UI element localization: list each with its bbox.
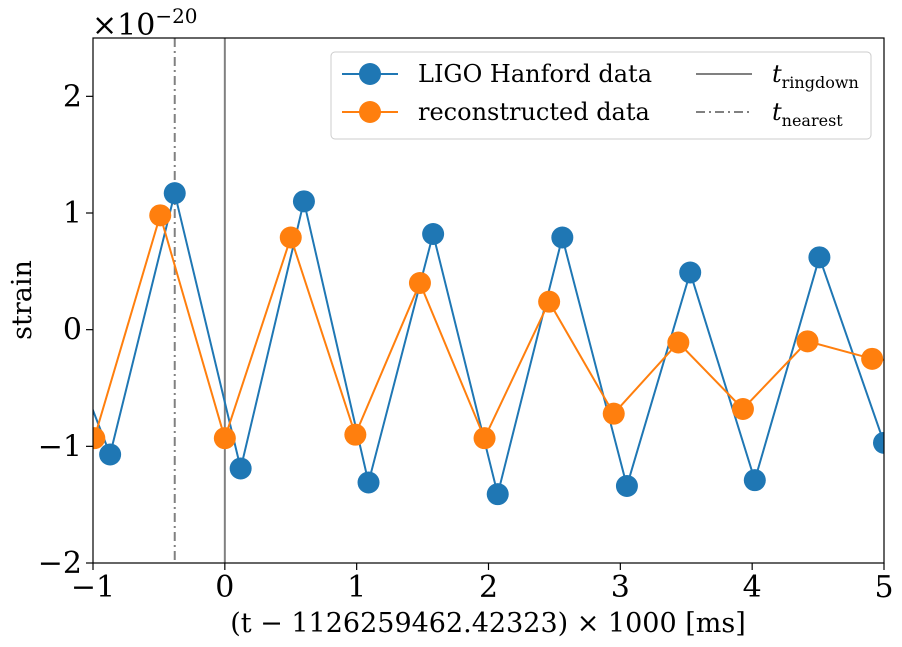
y-tick-label-4: 2 xyxy=(63,79,82,114)
series-0-point-7 xyxy=(486,483,509,506)
legend-reconstructed-marker xyxy=(359,101,381,123)
series-1-point-10 xyxy=(731,398,754,420)
series-1-point-8 xyxy=(602,402,625,425)
series-0-point-0 xyxy=(37,284,59,306)
series-1-line xyxy=(93,211,884,442)
vertical-lines xyxy=(173,38,226,563)
legend-hanford-label: LIGO Hanford data xyxy=(418,60,652,88)
series-1-point-12 xyxy=(861,347,884,370)
series-0-point-9 xyxy=(615,475,638,497)
series-0-point-2 xyxy=(163,182,186,205)
series-0-line xyxy=(93,192,884,495)
x-tick-label-5: 4 xyxy=(743,570,762,605)
legend-nearest-main: t xyxy=(772,98,782,126)
x-tick-label-2: 1 xyxy=(347,570,366,605)
series-1-point-2 xyxy=(213,427,236,450)
series-1-point-1 xyxy=(149,204,172,227)
series-0-point-1 xyxy=(99,443,122,466)
legend: LIGO Hanford data reconstructed data tri… xyxy=(330,51,872,140)
series-1-point-0 xyxy=(93,427,106,450)
y-axis-label: strain xyxy=(7,260,38,340)
series-1-point-5 xyxy=(408,272,431,294)
x-tick-label-4: 3 xyxy=(611,570,630,605)
series-0-point-8 xyxy=(551,226,574,249)
x-axis: −1 0 1 2 3 4 5 xyxy=(71,563,894,605)
series-1-point-9 xyxy=(667,331,690,354)
y-tick-label-1: −1 xyxy=(38,429,82,464)
y-multiplier-exponent: −20 xyxy=(155,4,197,28)
legend-ringdown-main: t xyxy=(772,60,782,88)
legend-ringdown-label: tringdown xyxy=(772,60,859,92)
series-1-point-6 xyxy=(473,427,496,450)
x-tick-label-1: 0 xyxy=(215,570,234,605)
series-0-point-3 xyxy=(229,457,252,480)
x-tick-label-6: 5 xyxy=(874,570,893,605)
legend-ringdown-sub: ringdown xyxy=(782,73,859,92)
series-0-point-6 xyxy=(422,223,445,245)
series-0-point-5 xyxy=(357,471,380,494)
series-1-point-4 xyxy=(344,423,367,446)
series-0-point-12 xyxy=(808,246,831,269)
legend-hanford-marker xyxy=(359,63,381,85)
series-0-point-11 xyxy=(743,469,766,492)
series-1-point-7 xyxy=(538,290,561,313)
y-multiplier-base: ×10 xyxy=(92,8,155,43)
series-1-point-11 xyxy=(796,330,819,353)
y-tick-label-2: 0 xyxy=(63,313,82,348)
legend-nearest-sub: nearest xyxy=(782,111,844,130)
series-0-point-4 xyxy=(292,190,315,213)
legend-reconstructed-label: reconstructed data xyxy=(418,98,650,126)
y-multiplier: ×10−20 xyxy=(92,4,198,43)
y-axis: −2 −1 0 1 2 xyxy=(38,79,93,581)
y-tick-label-3: 1 xyxy=(63,196,82,231)
series-0-point-10 xyxy=(679,261,702,284)
x-tick-label-0: −1 xyxy=(71,570,115,605)
y-tick-label-0: −2 xyxy=(38,546,82,581)
legend-nearest-label: tnearest xyxy=(772,98,843,130)
series-1-point-3 xyxy=(279,226,302,249)
series-layer xyxy=(37,182,884,506)
series-0-point-13 xyxy=(873,431,884,454)
x-tick-label-3: 2 xyxy=(479,570,498,605)
x-axis-label: (t − 1126259462.42323) × 1000 [ms] xyxy=(230,608,746,639)
